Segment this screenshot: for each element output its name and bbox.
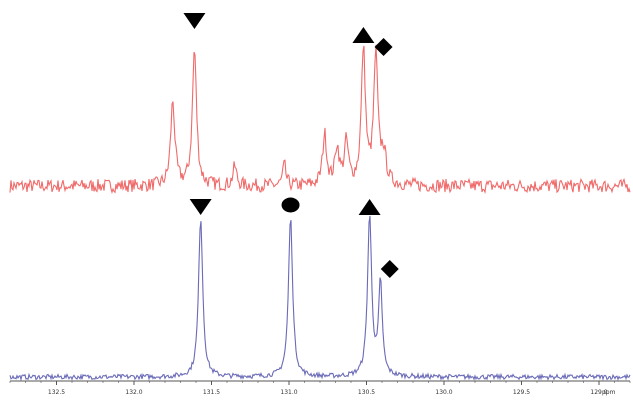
x-tick-label: 130.0 [435,389,452,396]
x-axis: ppm 132.5 132.0 131.5 131.0 130.5 130.0 129.5 1… [9,380,631,396]
x-tick-label: 132.0 [125,389,142,396]
peak-marker-circle [281,197,300,213]
peak-marker-triangle-down [189,199,212,215]
x-tick-label: 131.0 [280,389,297,396]
bottom-spectrum-group [9,197,631,382]
x-tick-label: 129.5 [513,389,530,396]
peak-marker-diamond [374,38,393,56]
top-spectrum-group [9,13,631,195]
peak-marker-diamond [380,260,399,278]
x-tick-label: 131.5 [203,389,220,396]
x-tick-label: 132.5 [48,389,65,396]
peak-marker-triangle-up [352,27,375,43]
x-tick-label: 129.0 [590,389,607,396]
x-axis-unit-label: ppm [602,389,616,396]
top-spectrum-line [9,44,631,195]
x-tick-label: 130.5 [358,389,375,396]
bottom-spectrum-line [9,215,631,382]
peak-marker-triangle-down [183,13,206,29]
peak-marker-triangle-up [358,199,381,215]
